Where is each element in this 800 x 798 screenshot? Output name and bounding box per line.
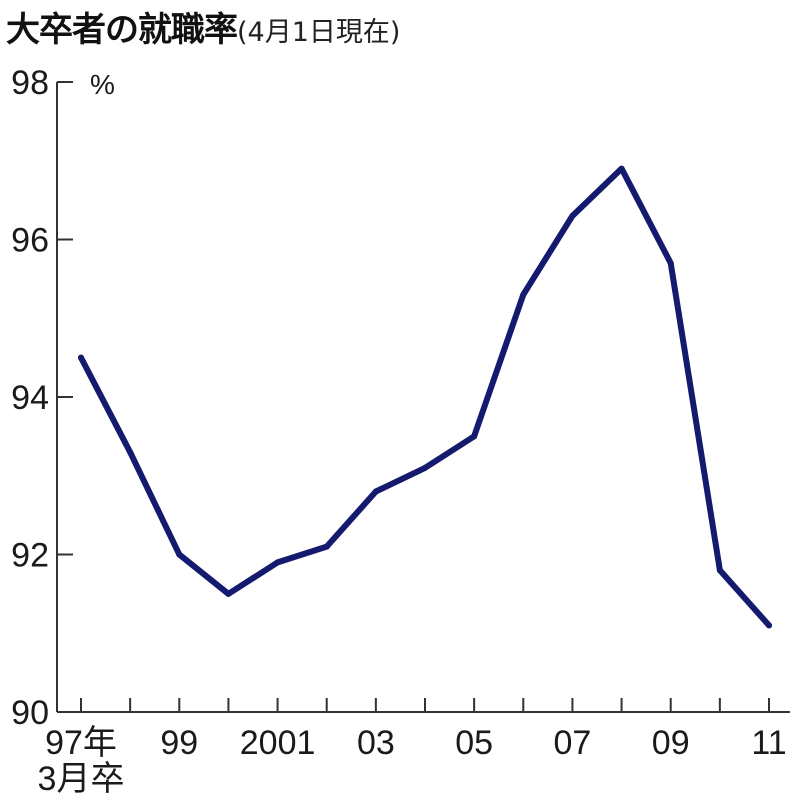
y-tick-label: 92	[11, 537, 49, 575]
data-point	[766, 622, 772, 629]
series-group	[78, 165, 772, 629]
x-tick-label: 99	[160, 724, 198, 762]
chart-subtitle: (4月1日現在)	[237, 17, 401, 48]
y-tick-label: 98	[11, 64, 49, 102]
data-point	[667, 260, 674, 267]
x-tick-label: 07	[554, 724, 592, 762]
data-point	[176, 551, 183, 558]
x-tick-label: 05	[455, 724, 493, 762]
x-tick-label: 09	[652, 724, 690, 762]
data-point	[471, 433, 478, 440]
chart-title-block: 大卒者の就職率(4月1日現在)	[6, 2, 400, 51]
x-tick-label: 97年	[45, 724, 117, 762]
y-axis-unit-label: %	[90, 69, 115, 100]
x-tick-label: 03	[357, 724, 395, 762]
data-point	[422, 464, 428, 471]
data-point	[569, 212, 576, 219]
data-point	[716, 567, 723, 574]
y-tick-label: 96	[11, 222, 49, 260]
data-point	[127, 449, 134, 456]
y-tick-label: 90	[11, 694, 49, 732]
data-point	[520, 291, 527, 298]
data-point	[618, 165, 625, 172]
data-point	[78, 354, 84, 361]
y-tick-label: 94	[11, 379, 49, 417]
x-tick-label: 2001	[240, 724, 316, 762]
data-point	[225, 590, 232, 597]
y-axis-ticks: 90 92 94 96 98	[11, 64, 73, 732]
series-line	[78, 165, 772, 629]
chart-title: 大卒者の就職率	[6, 10, 238, 50]
data-point	[274, 559, 281, 566]
data-point	[323, 543, 330, 550]
data-point	[372, 488, 379, 495]
x-tick-sublabel: 3月卒	[38, 760, 125, 798]
x-tick-label: 11	[751, 724, 786, 762]
